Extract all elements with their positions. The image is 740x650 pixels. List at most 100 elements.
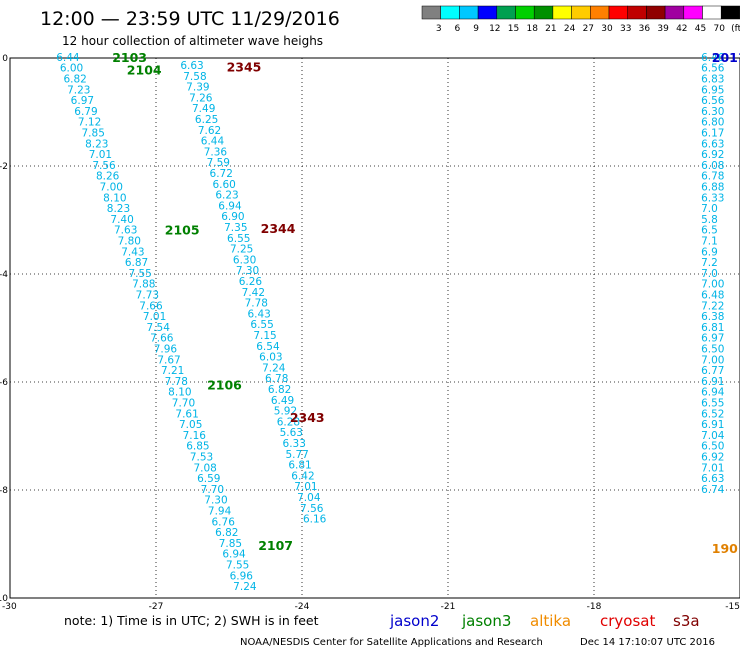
- x-tick-label: -15: [725, 602, 740, 612]
- pass-number-label: 2344: [261, 221, 296, 236]
- wave-height-label: 7.56: [300, 503, 324, 515]
- wave-height-label: 6.94: [218, 200, 242, 212]
- wave-height-label: 7.04: [297, 492, 321, 504]
- colorbar-swatch: [515, 5, 535, 20]
- wave-height-label: 6.90: [221, 211, 244, 223]
- wave-height-label: 7.78: [245, 298, 268, 310]
- wave-height-label: 7.73: [136, 290, 159, 302]
- wave-height-label: 6.95: [701, 84, 724, 96]
- wave-height-label: 6.03: [259, 352, 282, 364]
- colorbar-label: 30: [601, 24, 613, 34]
- colorbar-swatch: [683, 5, 703, 20]
- legend-s3a: s3a: [673, 612, 700, 630]
- colorbar-swatch: [496, 5, 516, 20]
- wave-height-label: 6.55: [701, 398, 724, 410]
- colorbar-swatch: [477, 5, 498, 20]
- wave-height-label: 7.85: [82, 128, 105, 140]
- wave-height-label: 5.77: [285, 449, 308, 461]
- colorbar-swatch: [608, 5, 628, 20]
- wave-height-label: 6.44: [56, 52, 80, 64]
- colorbar-label: (ft): [731, 24, 740, 34]
- colorbar-label: 36: [639, 24, 651, 34]
- satellite-legend: jason2 jason3 altika cryosat s3a: [389, 612, 700, 630]
- wave-height-label: 6.92: [701, 149, 724, 161]
- wave-height-label: 6.25: [195, 114, 218, 126]
- wave-height-label: 7.94: [208, 506, 232, 518]
- wave-height-label: 6.78: [701, 171, 724, 183]
- wave-height-label: 7.49: [192, 103, 215, 115]
- track-c: 6.466.566.836.956.566.306.806.176.636.92…: [701, 52, 725, 496]
- wave-height-label: 7.39: [186, 82, 209, 94]
- wave-height-label: 7.0: [701, 203, 718, 215]
- wave-height-label: 7.70: [201, 484, 224, 496]
- wave-height-label: 6.38: [701, 311, 724, 323]
- wave-height-label: 6.74: [701, 484, 725, 496]
- wave-height-label: 6.26: [239, 276, 263, 288]
- colorbar-swatch: [590, 5, 610, 20]
- wave-height-label: 6.17: [701, 128, 724, 140]
- legend-cryosat: cryosat: [600, 612, 655, 630]
- colorbar-swatch: [702, 5, 722, 20]
- colorbar-label: 15: [508, 24, 519, 34]
- wave-height-label: 7.36: [204, 146, 228, 158]
- wave-height-label: 6.94: [222, 549, 246, 561]
- wave-height-label: 6.60: [212, 179, 235, 191]
- wave-height-label: 7.43: [121, 246, 144, 258]
- colorbar-swatch: [646, 5, 666, 20]
- wave-height-label: 6.33: [701, 192, 724, 204]
- wave-height-label: 8.23: [85, 138, 108, 150]
- pass-number-label: 2107: [258, 538, 293, 553]
- wave-height-label: 7.15: [253, 330, 276, 342]
- colorbar-label: 3: [436, 24, 442, 34]
- wave-height-label: 7.01: [143, 311, 166, 323]
- wave-height-label: 6.83: [701, 74, 724, 86]
- pass-number-label: 2343: [290, 410, 325, 425]
- wave-height-label: 6.30: [233, 254, 256, 266]
- wave-height-label: 7.85: [219, 538, 242, 550]
- wave-height-label: 7.30: [236, 265, 259, 277]
- colorbar-label: 21: [545, 24, 556, 34]
- wave-height-label: 7.66: [150, 333, 174, 345]
- footer-credit: NOAA/NESDIS Center for Satellite Applica…: [240, 637, 543, 648]
- wave-height-label: 7.00: [701, 279, 724, 291]
- y-tick-label: -4: [0, 270, 8, 280]
- colorbar-swatch: [421, 5, 441, 20]
- wave-height-label: 6.81: [288, 460, 311, 472]
- legend-altika: altika: [530, 612, 571, 630]
- plot-frame: [9, 57, 740, 599]
- colorbar-label: 18: [526, 24, 538, 34]
- colorbar-swatch: [627, 5, 647, 20]
- tracks: 6.446.006.827.236.976.797.127.858.237.01…: [56, 52, 725, 593]
- wave-height-label: 8.10: [103, 192, 126, 204]
- wave-height-label: 6.97: [701, 333, 724, 345]
- wave-height-label: 7.55: [226, 560, 249, 572]
- y-tick-label: -6: [0, 378, 8, 388]
- wave-height-label: 6.96: [230, 570, 254, 582]
- colorbar-label: 45: [695, 24, 706, 34]
- wave-height-label: 6.82: [268, 384, 291, 396]
- colorbar-swatch: [440, 5, 460, 20]
- pass-number-label: 2105: [165, 223, 200, 238]
- pass-number-label: 2103: [112, 50, 147, 65]
- x-axis: -30 -27 -24 -21 -18 -15: [2, 602, 740, 612]
- wave-height-label: 6.87: [125, 257, 148, 269]
- wave-height-label: 7.24: [233, 581, 257, 593]
- wave-height-label: 6.55: [250, 319, 273, 331]
- wave-height-label: 6.43: [247, 308, 270, 320]
- track-a: 6.446.006.827.236.976.797.127.858.237.01…: [56, 52, 257, 593]
- wave-height-label: 6.54: [256, 341, 280, 353]
- wave-height-label: 7.12: [78, 117, 101, 129]
- wave-height-label: 7.96: [154, 344, 178, 356]
- y-tick-label: 0: [2, 54, 8, 64]
- colorbar-label: 12: [489, 24, 500, 34]
- plot-area: 6.446.006.827.236.976.797.127.858.237.01…: [9, 50, 740, 599]
- wave-height-label: 6.91: [701, 376, 724, 388]
- wave-height-label: 7.63: [114, 225, 137, 237]
- wave-height-label: 7.61: [175, 408, 198, 420]
- wave-height-label: 6.76: [212, 516, 236, 528]
- wave-height-label: 6.63: [701, 473, 724, 485]
- x-tick-label: -30: [2, 602, 17, 612]
- wave-height-label: 6.82: [63, 74, 86, 86]
- wave-height-label: 7.01: [701, 462, 724, 474]
